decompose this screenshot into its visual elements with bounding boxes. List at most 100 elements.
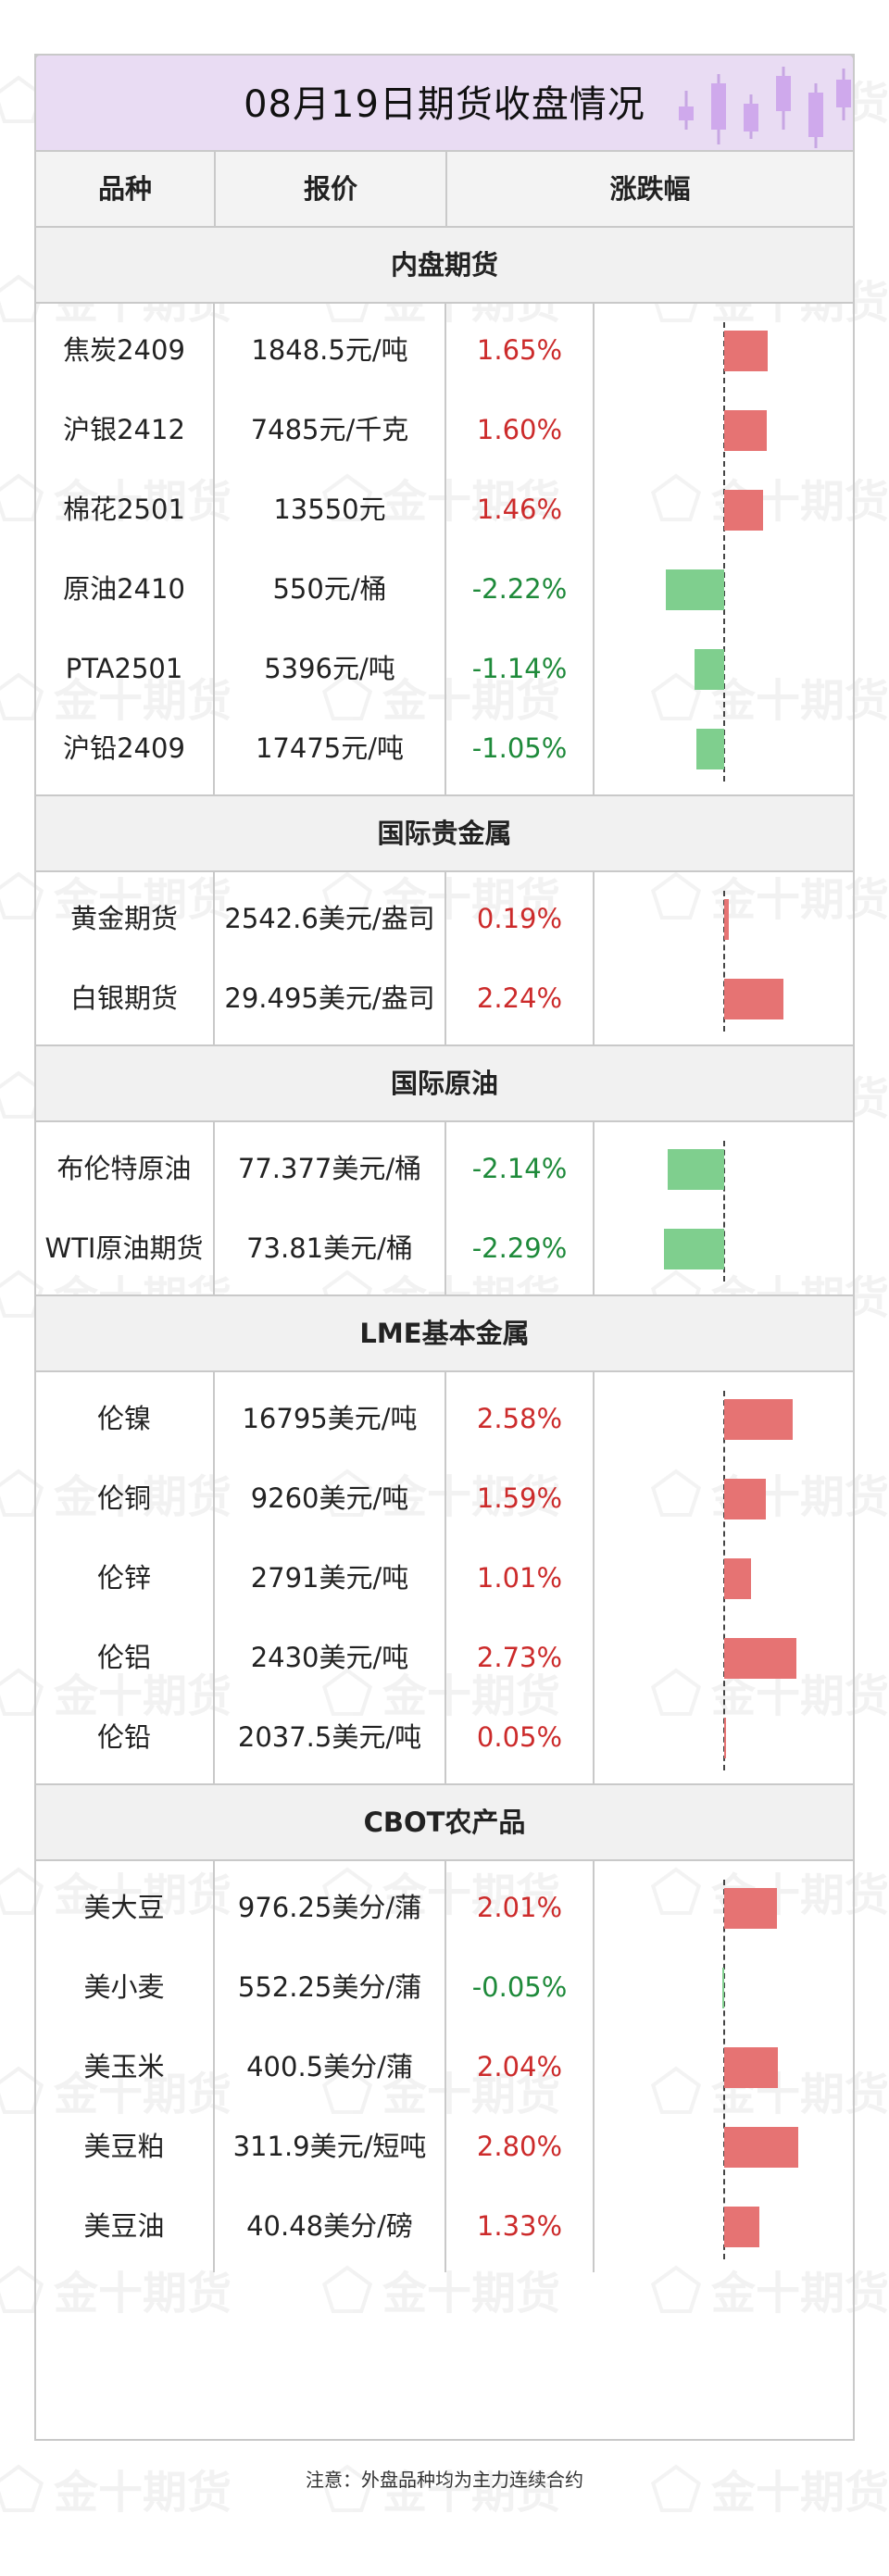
table-row: 伦镍 16795美元/吨 2.58% [34, 1379, 855, 1458]
commodity-price: 77.377美元/桶 [237, 1153, 422, 1184]
commodity-name: WTI原油期货 [44, 1232, 204, 1264]
table-row: 美小麦 552.25美分/蒲 -0.05% [34, 1947, 855, 2027]
candle-body [836, 80, 851, 107]
page-title: 08月19日期货收盘情况 [244, 83, 645, 126]
column-divider [593, 872, 595, 1044]
watermark-logo-icon: 金十期货 [650, 2464, 889, 2519]
watermark-text: 金十期货 [710, 1670, 889, 1722]
column-divider [444, 1861, 446, 2272]
watermark-text: 金十期货 [53, 476, 232, 528]
column-divider [593, 304, 595, 794]
commodity-price: 9260美元/吨 [250, 1482, 409, 1514]
change-bar [724, 2127, 798, 2168]
table-row: WTI原油期货 73.81美元/桶 -2.29% [34, 1208, 855, 1288]
zero-axis-line [723, 1141, 725, 1282]
commodity-price: 7485元/千克 [250, 414, 409, 445]
bar-cell [594, 1618, 855, 1697]
change-bar [724, 1718, 726, 1758]
watermark-text: 金十期货 [710, 2268, 889, 2320]
watermark-logo-icon: 金十期货 [650, 871, 889, 926]
commodity-name: 焦炭2409 [63, 334, 185, 366]
table-row: 焦炭2409 1848.5元/吨 1.65% [34, 310, 855, 390]
change-bar [724, 1479, 767, 1519]
column-divider [213, 1372, 215, 1783]
watermark-text: 金十期货 [710, 2467, 889, 2519]
change-bar [724, 1399, 793, 1440]
column-divider [593, 1861, 595, 2272]
watermark-logo-icon: 金十期货 [321, 871, 560, 926]
header-divider [214, 152, 216, 226]
change-label: 0.19% [476, 903, 563, 934]
title-bar: 08月19日期货收盘情况 [34, 54, 855, 152]
change-label: -1.05% [471, 732, 568, 764]
commodity-price: 5396元/吨 [264, 653, 395, 684]
section-header: LME基本金属 [34, 1294, 855, 1372]
commodity-price: 550元/桶 [272, 573, 387, 605]
section-header: 国际贵金属 [34, 794, 855, 872]
commodity-name: 美玉米 [83, 2051, 165, 2082]
watermark-logo-icon: 金十期货 [321, 2066, 560, 2120]
bar-cell [594, 1458, 855, 1538]
change-bar [724, 2207, 759, 2247]
header-price: 报价 [303, 173, 357, 205]
table-row: 沪铅2409 17475元/吨 -1.05% [34, 708, 855, 788]
table-row: 布伦特原油 77.377美元/桶 -2.14% [34, 1129, 855, 1208]
bar-cell [594, 879, 855, 958]
commodity-price: 976.25美分/蒲 [237, 1892, 422, 1923]
bar-cell [594, 1947, 855, 2027]
commodity-name: 美豆油 [83, 2210, 165, 2242]
column-divider [213, 1122, 215, 1294]
change-bar [724, 490, 763, 531]
watermark-logo-icon: 金十期货 [0, 1469, 232, 1523]
commodity-price: 2430美元/吨 [250, 1642, 409, 1673]
watermark-logo-icon: 金十期货 [321, 672, 560, 727]
change-bar [724, 331, 769, 371]
commodity-name: 白银期货 [69, 982, 178, 1014]
watermark-logo-icon: 金十期货 [0, 1668, 232, 1722]
change-label: 1.59% [476, 1482, 563, 1514]
commodity-name: 伦铜 [96, 1482, 151, 1514]
candlestick-decoration-icon [679, 67, 851, 148]
watermark-logo-icon: 金十期货 [321, 2265, 560, 2320]
change-bar [724, 2047, 779, 2088]
bar-cell [594, 310, 855, 390]
watermark-text: 金十期货 [382, 476, 560, 528]
watermark-text: 金十期货 [53, 2268, 232, 2320]
commodity-price: 400.5美分/蒲 [246, 2051, 413, 2082]
watermark-logo-icon: 金十期货 [321, 2464, 560, 2519]
change-label: 1.46% [476, 494, 563, 525]
change-bar [665, 569, 724, 610]
bar-cell [594, 2186, 855, 2266]
table-row: 沪银2412 7485元/千克 1.60% [34, 390, 855, 469]
watermark-text: 金十期货 [382, 2467, 560, 2519]
candle-body [744, 104, 758, 131]
change-label: 1.33% [476, 2210, 563, 2242]
watermark-text: 金十期货 [382, 1670, 560, 1722]
watermark-text: 金十期货 [382, 2268, 560, 2320]
table-row: 原油2410 550元/桶 -2.22% [34, 549, 855, 629]
change-bar [696, 729, 724, 769]
change-label: 1.65% [476, 334, 563, 366]
table-header: 品种 报价 涨跌幅 [34, 150, 855, 228]
commodity-name: 美豆粕 [83, 2131, 165, 2162]
change-label: 1.60% [476, 414, 563, 445]
change-bar [663, 1229, 724, 1269]
header-change: 涨跌幅 [609, 173, 691, 205]
watermark-text: 金十期货 [382, 1471, 560, 1523]
change-label: -2.14% [471, 1153, 568, 1184]
column-divider [593, 1372, 595, 1783]
commodity-name: 黄金期货 [69, 903, 178, 934]
change-label: 2.80% [476, 2131, 563, 2162]
watermark-text: 金十期货 [710, 874, 889, 926]
candle-body [776, 76, 791, 111]
commodity-price: 552.25美分/蒲 [237, 1971, 422, 2003]
bar-cell [594, 1697, 855, 1777]
change-label: -2.22% [471, 573, 568, 605]
column-divider [444, 1122, 446, 1294]
commodity-price: 29.495美元/盎司 [224, 982, 435, 1014]
watermark-text: 金十期货 [53, 675, 232, 727]
bar-cell [594, 1538, 855, 1618]
bar-cell [594, 2027, 855, 2107]
commodity-name: 沪铅2409 [63, 732, 185, 764]
change-bar [694, 649, 724, 690]
